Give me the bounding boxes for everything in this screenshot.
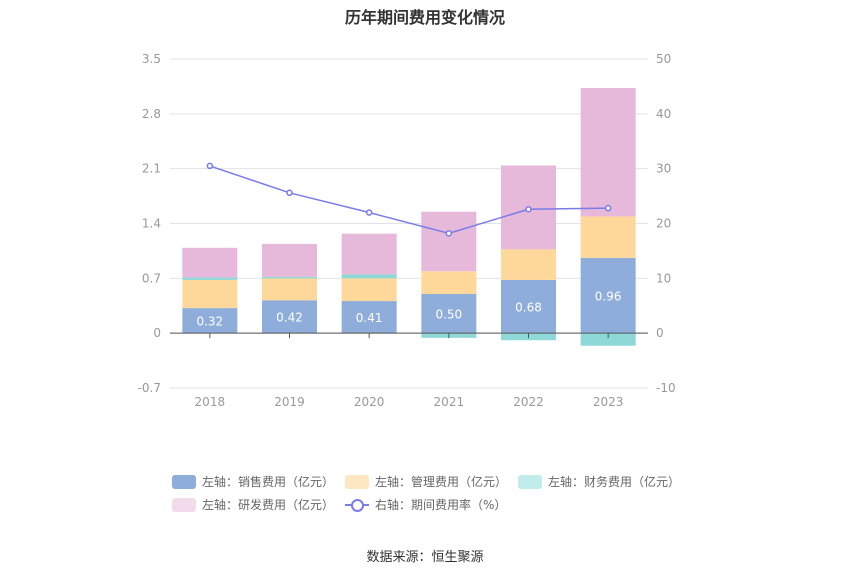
bar-segment xyxy=(421,271,477,294)
data-label-bg xyxy=(512,297,545,316)
x-tick-label: 2020 xyxy=(354,395,385,409)
data-label-bg xyxy=(273,307,306,326)
legend-swatch xyxy=(172,497,196,512)
legend-item[interactable]: 左轴：销售费用（亿元） xyxy=(172,473,334,490)
chart-title: 历年期间费用变化情况 xyxy=(344,8,505,27)
data-label-bg xyxy=(432,304,465,323)
data-label-bg xyxy=(193,311,226,330)
legend-item[interactable]: 左轴：财务费用（亿元） xyxy=(518,473,680,490)
y-left-tick-label: 2.1 xyxy=(142,162,161,176)
rate-point xyxy=(445,230,453,237)
data-label-bg xyxy=(592,286,625,305)
bar-segment xyxy=(182,247,238,278)
y-left-tick-label: -0.7 xyxy=(138,381,161,395)
data-label: 0.50 xyxy=(435,308,462,322)
y-right-tick-label: -10 xyxy=(656,381,676,395)
y-left-tick-label: 0.7 xyxy=(142,271,161,285)
rate-point xyxy=(365,209,373,216)
data-label: 0.41 xyxy=(356,311,383,325)
x-tick-label: 2023 xyxy=(593,395,624,409)
rate-line xyxy=(209,165,609,235)
y-right-tick-label: 30 xyxy=(656,162,671,176)
bar-segment xyxy=(580,333,636,346)
y-right-tick-label: 40 xyxy=(656,107,671,121)
legend-swatch xyxy=(172,474,196,489)
legend-swatch xyxy=(345,474,369,489)
legend-label: 左轴：财务费用（亿元） xyxy=(548,475,681,489)
bar-segment xyxy=(341,278,397,302)
data-label-bg xyxy=(353,308,386,327)
rate-point xyxy=(286,189,293,197)
bar-segment xyxy=(262,276,317,279)
x-tick-label: 2019 xyxy=(274,395,305,409)
legend-item[interactable]: 左轴：管理费用（亿元） xyxy=(345,473,507,490)
legend-label: 左轴：销售费用（亿元） xyxy=(202,475,335,489)
bar-segment xyxy=(262,278,317,301)
y-right-tick-label: 50 xyxy=(656,52,671,66)
y-left-tick-label: 1.4 xyxy=(142,217,161,231)
bar-segment xyxy=(182,277,238,280)
data-label: 0.42 xyxy=(276,311,303,325)
y-left-tick-label: 0 xyxy=(153,326,161,340)
data-label: 0.32 xyxy=(196,315,223,329)
x-tick-label: 2018 xyxy=(195,395,226,409)
rate-point xyxy=(525,205,532,213)
y-right-tick-label: 20 xyxy=(656,217,671,231)
bar-segment xyxy=(580,216,636,258)
y-right-tick-label: 10 xyxy=(656,271,671,285)
bar-segment xyxy=(262,243,317,277)
legend-label: 左轴：研发费用（亿元） xyxy=(202,498,335,512)
bar-segment xyxy=(421,211,477,272)
data-source: 数据来源：恒生聚源 xyxy=(366,550,484,565)
legend-item[interactable]: 右轴：期间费用率（%） xyxy=(345,496,506,513)
rate-point xyxy=(206,162,214,170)
y-right-tick-label: 0 xyxy=(656,326,664,340)
legend-swatch xyxy=(518,474,542,489)
bar-segment xyxy=(341,274,397,279)
y-left-tick-label: 2.8 xyxy=(142,107,161,121)
rate-point xyxy=(604,204,612,212)
x-tick-label: 2021 xyxy=(434,395,465,409)
x-tick-label: 2022 xyxy=(513,395,544,409)
data-label: 0.96 xyxy=(595,290,622,304)
bar-segment xyxy=(182,279,238,309)
legend-item[interactable]: 左轴：研发费用（亿元） xyxy=(172,496,334,513)
legend-label: 右轴：期间费用率（%） xyxy=(375,498,507,512)
y-left-tick-label: 3.5 xyxy=(142,52,161,66)
bar-segment xyxy=(580,87,636,217)
bar-segment xyxy=(341,233,397,275)
bar-segment xyxy=(501,249,556,280)
legend-line-swatch xyxy=(345,498,369,512)
data-label: 0.68 xyxy=(515,301,542,315)
legend-label: 左轴：管理费用（亿元） xyxy=(375,475,508,489)
